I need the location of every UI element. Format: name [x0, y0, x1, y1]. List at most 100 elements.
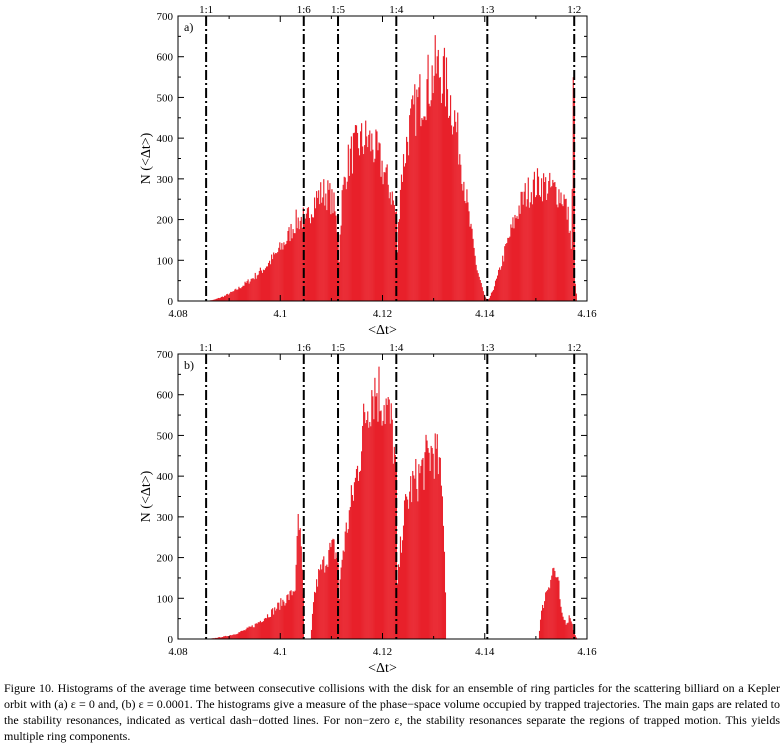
histogram-bar	[374, 377, 376, 639]
histogram-bar	[425, 434, 427, 639]
histogram-bar	[255, 623, 257, 639]
histogram-bar	[389, 192, 391, 301]
histogram-bar	[451, 125, 453, 302]
histogram-bar	[275, 252, 277, 301]
histogram-bar	[327, 566, 329, 639]
histogram-bar	[347, 529, 349, 639]
histogram-bar	[565, 198, 567, 301]
histogram-bar	[358, 155, 361, 301]
histogram-bar	[323, 556, 325, 639]
histogram-bar	[426, 79, 428, 302]
histogram-bar	[482, 291, 484, 301]
histogram-bar	[423, 116, 425, 301]
histogram-bar	[468, 211, 470, 301]
histogram-bar	[433, 75, 435, 301]
histogram-bar	[383, 172, 385, 301]
histogram-bar	[348, 510, 350, 639]
histogram-bar	[454, 110, 456, 302]
histogram-bar	[281, 605, 283, 639]
histogram-bar	[459, 154, 461, 301]
histogram-bar	[432, 453, 434, 639]
figure: 1:1 1:6 1:5 1:4 1:3 1:2 4.08 4.1 4.12 4.14 4.16 0 10…	[139, 4, 597, 676]
histogram-bar	[267, 262, 270, 301]
histogram-bar	[301, 228, 303, 301]
histogram-bar	[453, 126, 455, 301]
histogram-bar	[291, 595, 293, 639]
histogram-bar	[347, 144, 349, 301]
figure-caption: Figure 10. Histograms of the average tim…	[4, 681, 780, 743]
histogram-bar	[445, 57, 448, 301]
histogram-bar	[284, 245, 286, 301]
histogram-bar	[292, 591, 294, 639]
histogram-bar	[315, 592, 317, 639]
histogram-bar	[312, 217, 315, 301]
histogram-bar	[474, 255, 476, 301]
histogram-bar	[523, 191, 525, 301]
histogram-bar	[219, 297, 222, 301]
histogram-bar	[477, 273, 479, 301]
histogram-bar	[377, 421, 379, 639]
histogram-bar	[251, 278, 253, 301]
histogram-bar	[310, 214, 313, 301]
histogram-bar	[234, 289, 236, 301]
histogram-bar	[353, 132, 356, 301]
histogram-bar	[406, 136, 408, 301]
histogram-bar	[316, 191, 318, 301]
histogram-bar	[346, 532, 348, 639]
histogram-bar	[361, 451, 363, 639]
histogram-bar	[270, 264, 272, 301]
histogram-bar	[242, 630, 244, 639]
histogram-bar	[522, 204, 524, 301]
histogram-bar	[371, 133, 373, 301]
histogram-bar	[457, 112, 459, 301]
histogram-bar	[357, 480, 360, 639]
histogram-bar	[299, 528, 301, 639]
histogram-bar	[409, 491, 411, 639]
histogram-bar	[220, 637, 223, 639]
histogram-bar	[289, 591, 291, 639]
histogram-bar	[386, 404, 388, 639]
histogram-bar	[409, 115, 411, 301]
histogram-bar	[423, 489, 425, 639]
histogram-bar	[436, 56, 438, 301]
histogram-bar	[249, 626, 251, 639]
histogram-bar	[401, 540, 404, 639]
histogram-bar	[291, 238, 293, 301]
histogram-bar	[430, 100, 432, 302]
histogram-bar	[244, 281, 246, 301]
histogram-bar	[555, 186, 557, 301]
histogram-bar	[219, 637, 222, 639]
histogram-bar	[276, 253, 278, 301]
histogram-bar	[231, 291, 233, 301]
histogram-bar	[229, 635, 231, 639]
histogram-bar	[368, 134, 370, 301]
histogram-bar	[390, 204, 392, 301]
histogram-bar	[226, 294, 228, 301]
histogram-bar	[260, 622, 262, 639]
histogram-bar	[259, 267, 261, 301]
histogram-bar	[354, 477, 357, 639]
histogram-bar	[421, 459, 423, 639]
histogram-bar	[385, 167, 387, 301]
histogram-bar	[350, 485, 352, 639]
histogram-bar	[375, 396, 377, 639]
histogram-bar	[381, 160, 383, 301]
histogram-bar	[227, 293, 229, 301]
histogram-bar	[261, 272, 264, 301]
histogram-bar	[494, 280, 497, 301]
histogram-bar	[372, 396, 374, 639]
histogram-bar	[414, 478, 416, 639]
histogram-bar	[303, 223, 305, 301]
histogram-bar	[469, 226, 471, 301]
histogram-bar	[548, 587, 550, 639]
histogram-bar	[415, 458, 417, 639]
histogram-bar	[440, 103, 442, 301]
histogram-bar	[245, 629, 247, 639]
histogram-bar	[317, 586, 319, 639]
histogram-bar	[479, 280, 481, 301]
histogram-bar	[334, 559, 336, 639]
histogram-bar	[298, 530, 300, 639]
y-tick-label: 100	[157, 593, 174, 605]
y-tick-label: 0	[168, 634, 174, 646]
histogram-bar	[363, 403, 365, 639]
